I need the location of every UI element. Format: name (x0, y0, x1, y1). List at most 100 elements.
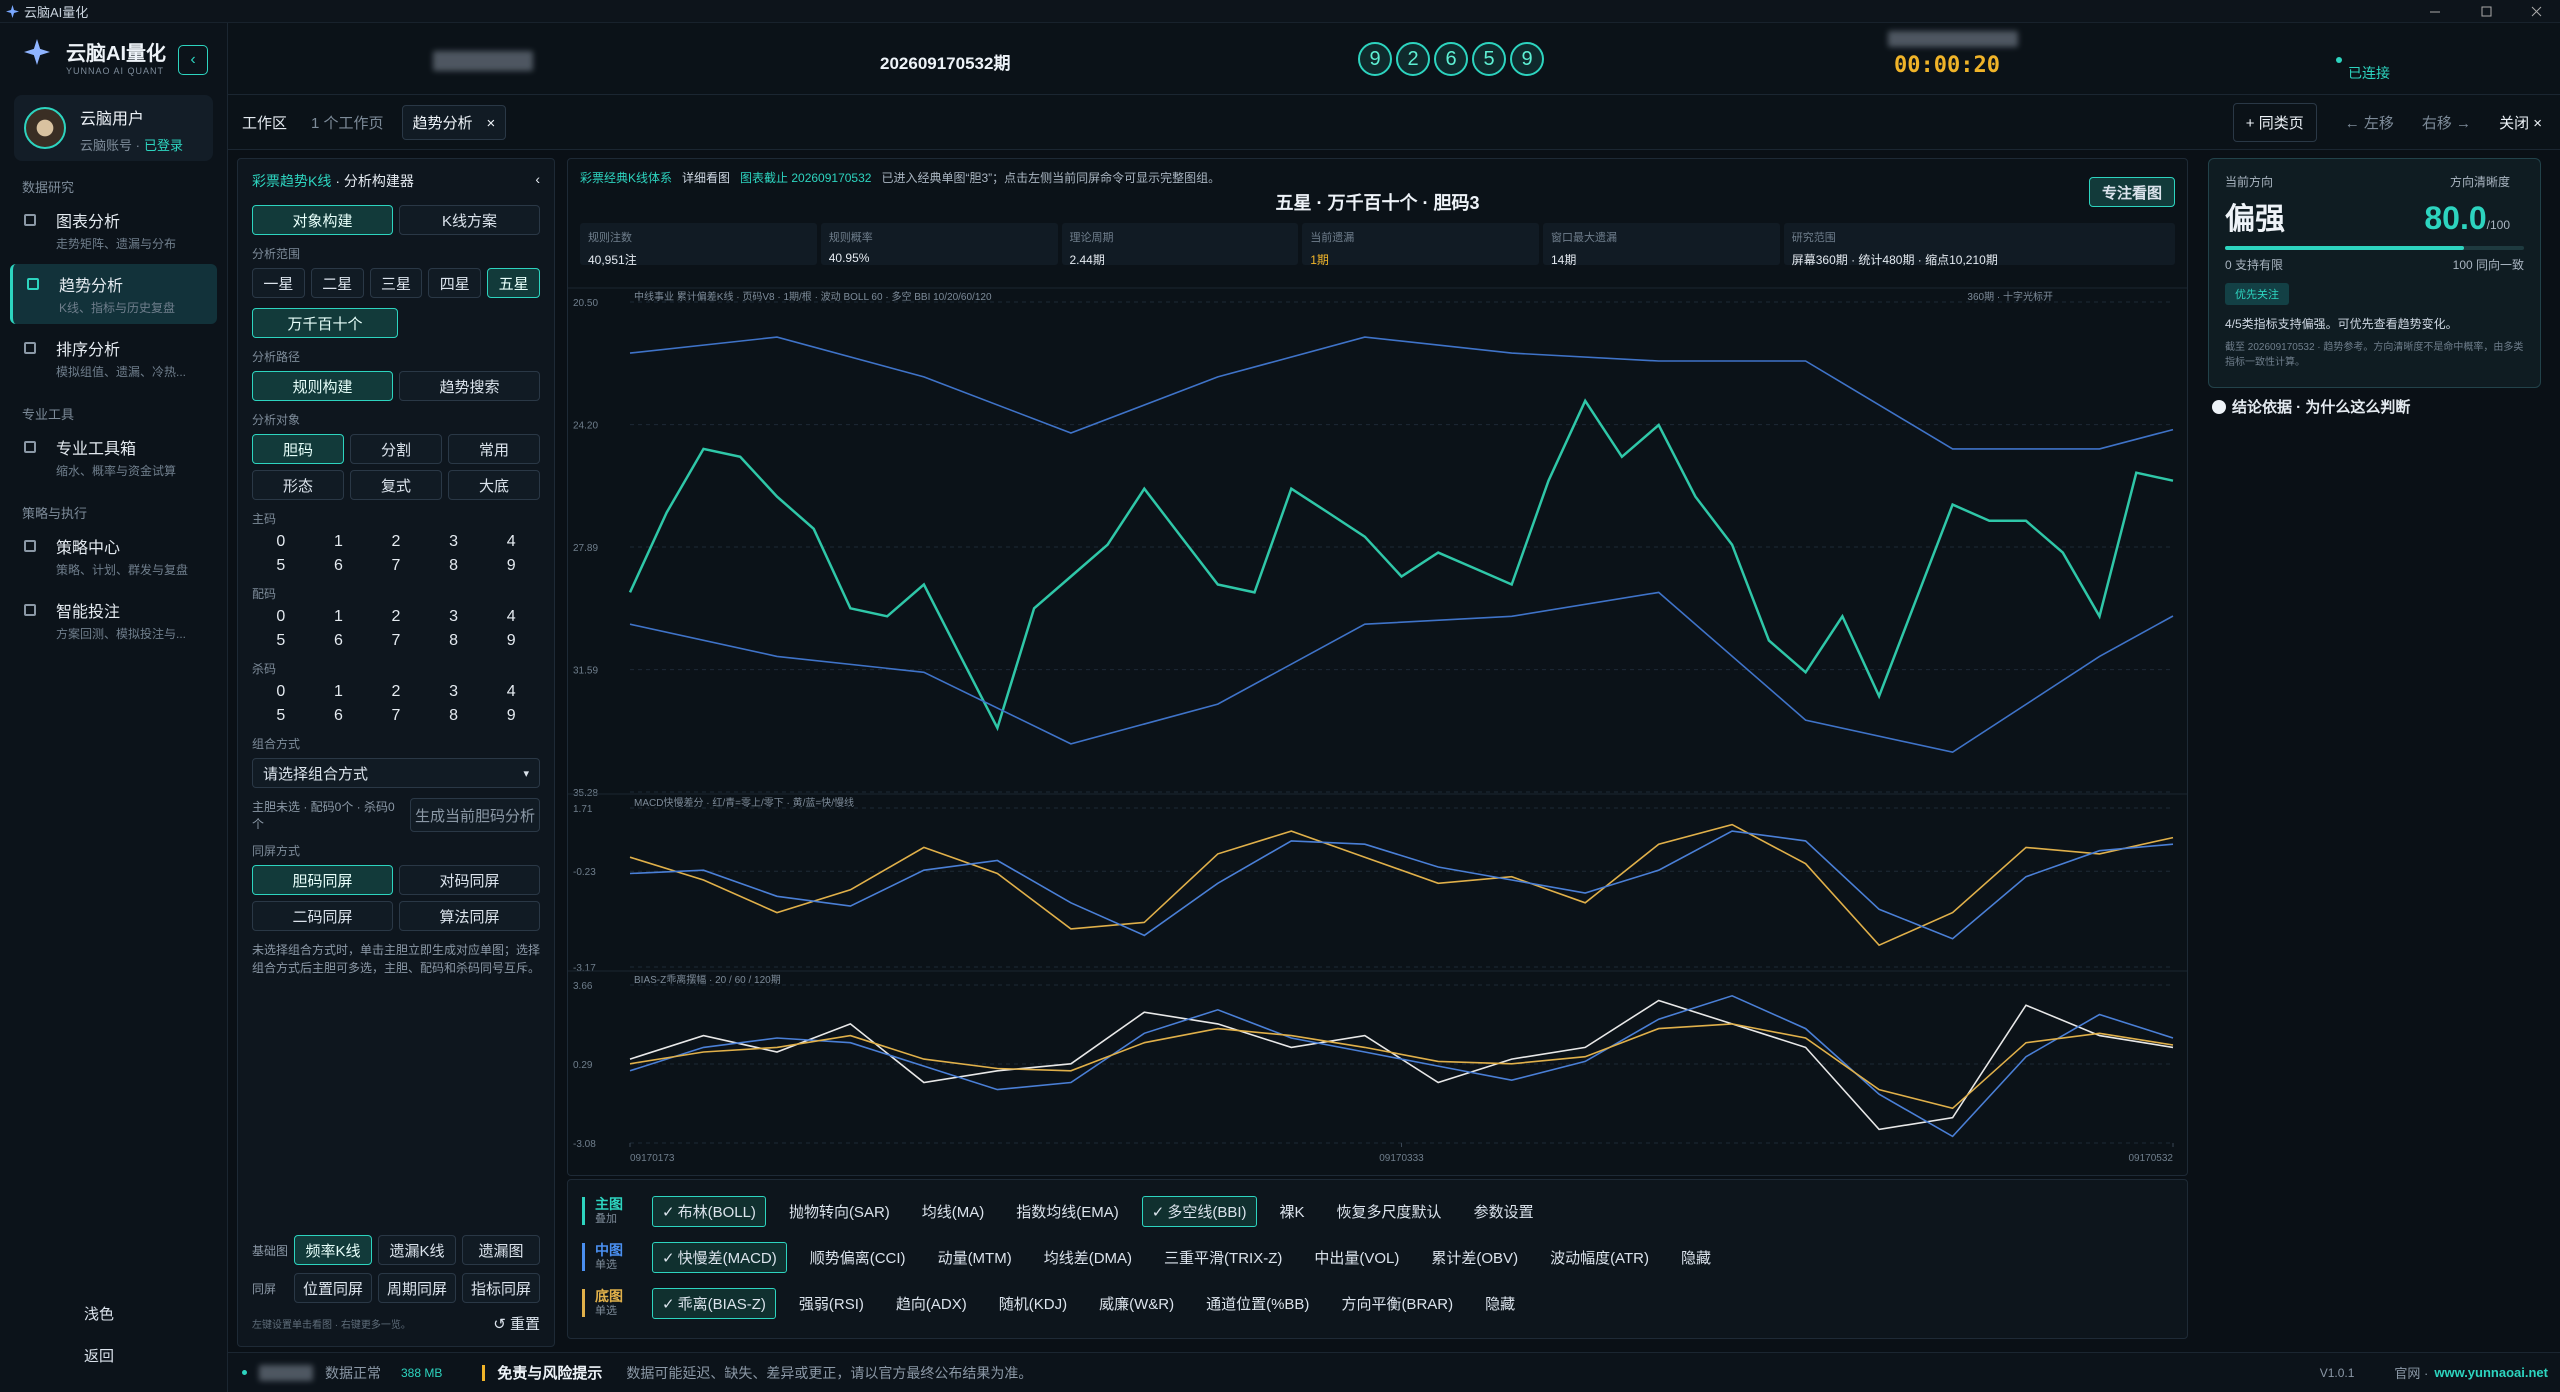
option-button[interactable]: 三星 (369, 268, 423, 298)
option-button[interactable]: 分割 (350, 434, 442, 464)
range-extra[interactable]: 万千百十个 (252, 308, 398, 338)
digit[interactable]: 5 (276, 557, 286, 574)
nav-item[interactable]: 策略中心 策略、计划、群发与复盘 (10, 526, 217, 586)
indicator-option[interactable]: 趋向(ADX) (887, 1289, 976, 1318)
close-tab[interactable]: 关闭 × (2499, 114, 2542, 132)
digit[interactable]: 4 (506, 683, 516, 700)
digit[interactable]: 9 (506, 632, 516, 649)
digit[interactable]: 9 (506, 707, 516, 724)
option-button[interactable]: K线方案 (399, 205, 540, 235)
option-button[interactable]: 常用 (448, 434, 540, 464)
digit[interactable]: 6 (333, 557, 343, 574)
indicator-option[interactable]: 强弱(RSI) (790, 1289, 873, 1318)
digit[interactable]: 2 (391, 533, 401, 550)
indicator-option[interactable]: 抛物转向(SAR) (780, 1197, 899, 1226)
option-button[interactable]: 位置同屏 (294, 1273, 372, 1303)
indicator-option[interactable]: ✓ 快慢差(MACD) (652, 1241, 787, 1273)
user-card[interactable]: 云脑用户 云脑账号 · 已登录 (14, 95, 213, 161)
option-button[interactable]: 二星 (310, 268, 364, 298)
indicator-option[interactable]: 顺势偏离(CCI) (801, 1243, 915, 1272)
digit[interactable]: 7 (391, 557, 401, 574)
indicator-option[interactable]: 中出量(VOL) (1305, 1243, 1408, 1272)
digit[interactable]: 6 (333, 632, 343, 649)
option-button[interactable]: 二码同屏 (252, 901, 393, 931)
move-left[interactable]: ← 左移 (2344, 114, 2394, 132)
generate-button[interactable]: 生成当前胆码分析 (410, 798, 540, 832)
option-button[interactable]: 胆码 (252, 434, 344, 464)
indicator-option[interactable]: 通道位置(%BB) (1197, 1289, 1318, 1318)
tab-close[interactable]: × (486, 114, 496, 132)
option-button[interactable]: 一星 (252, 268, 305, 298)
indicator-option[interactable]: 威廉(W&R) (1090, 1289, 1183, 1318)
indicator-option[interactable]: ✓ 布林(BOLL) (652, 1195, 766, 1227)
digit[interactable]: 5 (276, 707, 286, 724)
collapse-button[interactable]: ‹ (178, 45, 208, 75)
option-button[interactable]: 趋势搜索 (399, 371, 540, 401)
indicator-option[interactable]: 指数均线(EMA) (1007, 1197, 1128, 1226)
digit[interactable]: 4 (506, 608, 516, 625)
indicator-option[interactable]: 参数设置 (1465, 1197, 1543, 1226)
indicator-option[interactable]: 随机(KDJ) (990, 1289, 1076, 1318)
digit[interactable]: 1 (333, 533, 343, 550)
digit[interactable]: 8 (449, 632, 459, 649)
focus-button[interactable]: 专注看图 (2088, 177, 2175, 207)
option-button[interactable]: 指标同屏 (462, 1273, 540, 1303)
option-button[interactable]: 复式 (350, 470, 442, 500)
digit[interactable]: 0 (276, 608, 286, 625)
digit[interactable]: 3 (449, 533, 459, 550)
option-button[interactable]: 四星 (428, 268, 482, 298)
indicator-option[interactable]: 隐藏 (1672, 1243, 1720, 1272)
indicator-option[interactable]: 动量(MTM) (929, 1243, 1021, 1272)
option-button[interactable]: 五星 (487, 268, 540, 298)
digit[interactable]: 4 (506, 533, 516, 550)
digit[interactable]: 3 (449, 683, 459, 700)
back-button[interactable]: 返回 (84, 1348, 115, 1365)
window-controls[interactable] (2430, 4, 2550, 19)
option-button[interactable]: 周期同屏 (378, 1273, 456, 1303)
option-button[interactable]: 算法同屏 (399, 901, 540, 931)
nav-item[interactable]: 趋势分析 K线、指标与历史复盘 (10, 264, 217, 324)
option-button[interactable]: 遗漏图 (462, 1235, 540, 1265)
digit[interactable]: 2 (391, 608, 401, 625)
digit[interactable]: 7 (391, 632, 401, 649)
digit[interactable]: 2 (391, 683, 401, 700)
option-button[interactable]: 频率K线 (294, 1235, 372, 1265)
digit[interactable]: 0 (276, 683, 286, 700)
digit[interactable]: 1 (333, 608, 343, 625)
reason-row[interactable]: 结论依据 · 为什么这么判断 (2212, 396, 2410, 417)
digit[interactable]: 6 (333, 707, 343, 724)
option-button[interactable]: 形态 (252, 470, 344, 500)
option-button[interactable]: 对码同屏 (399, 865, 540, 895)
indicator-option[interactable]: 均线差(DMA) (1035, 1243, 1141, 1272)
indicator-option[interactable]: 恢复多尺度默认 (1328, 1197, 1451, 1226)
digit[interactable]: 7 (391, 707, 401, 724)
option-button[interactable]: 遗漏K线 (378, 1235, 456, 1265)
builder-collapse[interactable]: ‹ (535, 171, 540, 187)
reset-button[interactable]: ↺ 重置 (493, 1316, 540, 1333)
indicator-option[interactable]: 裸K (1271, 1197, 1314, 1226)
indicator-option[interactable]: 方向平衡(BRAR) (1332, 1289, 1462, 1318)
nav-item[interactable]: 专业工具箱 缩水、概率与资金试算 (10, 427, 217, 487)
option-button[interactable]: 规则构建 (252, 371, 393, 401)
digit[interactable]: 3 (449, 608, 459, 625)
indicator-option[interactable]: 三重平滑(TRIX-Z) (1155, 1243, 1291, 1272)
option-button[interactable]: 大底 (448, 470, 540, 500)
nav-item[interactable]: 排序分析 模拟组值、遗漏、冷热... (10, 328, 217, 388)
indicator-option[interactable]: 均线(MA) (913, 1197, 994, 1226)
digit[interactable]: 9 (506, 557, 516, 574)
digit[interactable]: 8 (449, 557, 459, 574)
site[interactable]: www.yunnaoai.net (2434, 1365, 2548, 1380)
combo-select[interactable]: 请选择组合方式 ▾ (252, 758, 540, 788)
digit[interactable]: 8 (449, 707, 459, 724)
indicator-option[interactable]: 累计差(OBV) (1422, 1243, 1527, 1272)
indicator-option[interactable]: ✓ 乖离(BIAS-Z) (652, 1287, 776, 1319)
theme-toggle[interactable]: 浅色 (84, 1306, 115, 1323)
indicator-option[interactable]: 隐藏 (1476, 1289, 1524, 1318)
nav-item[interactable]: 图表分析 走势矩阵、遗漏与分布 (10, 200, 217, 260)
indicator-option[interactable]: 波动幅度(ATR) (1541, 1243, 1658, 1272)
option-button[interactable]: 胆码同屏 (252, 865, 393, 895)
option-button[interactable]: 对象构建 (252, 205, 393, 235)
nav-item[interactable]: 智能投注 方案回测、模拟投注与... (10, 590, 217, 650)
add-tab[interactable]: + 同类页 (2232, 102, 2317, 142)
move-right[interactable]: 右移 → (2421, 114, 2472, 132)
